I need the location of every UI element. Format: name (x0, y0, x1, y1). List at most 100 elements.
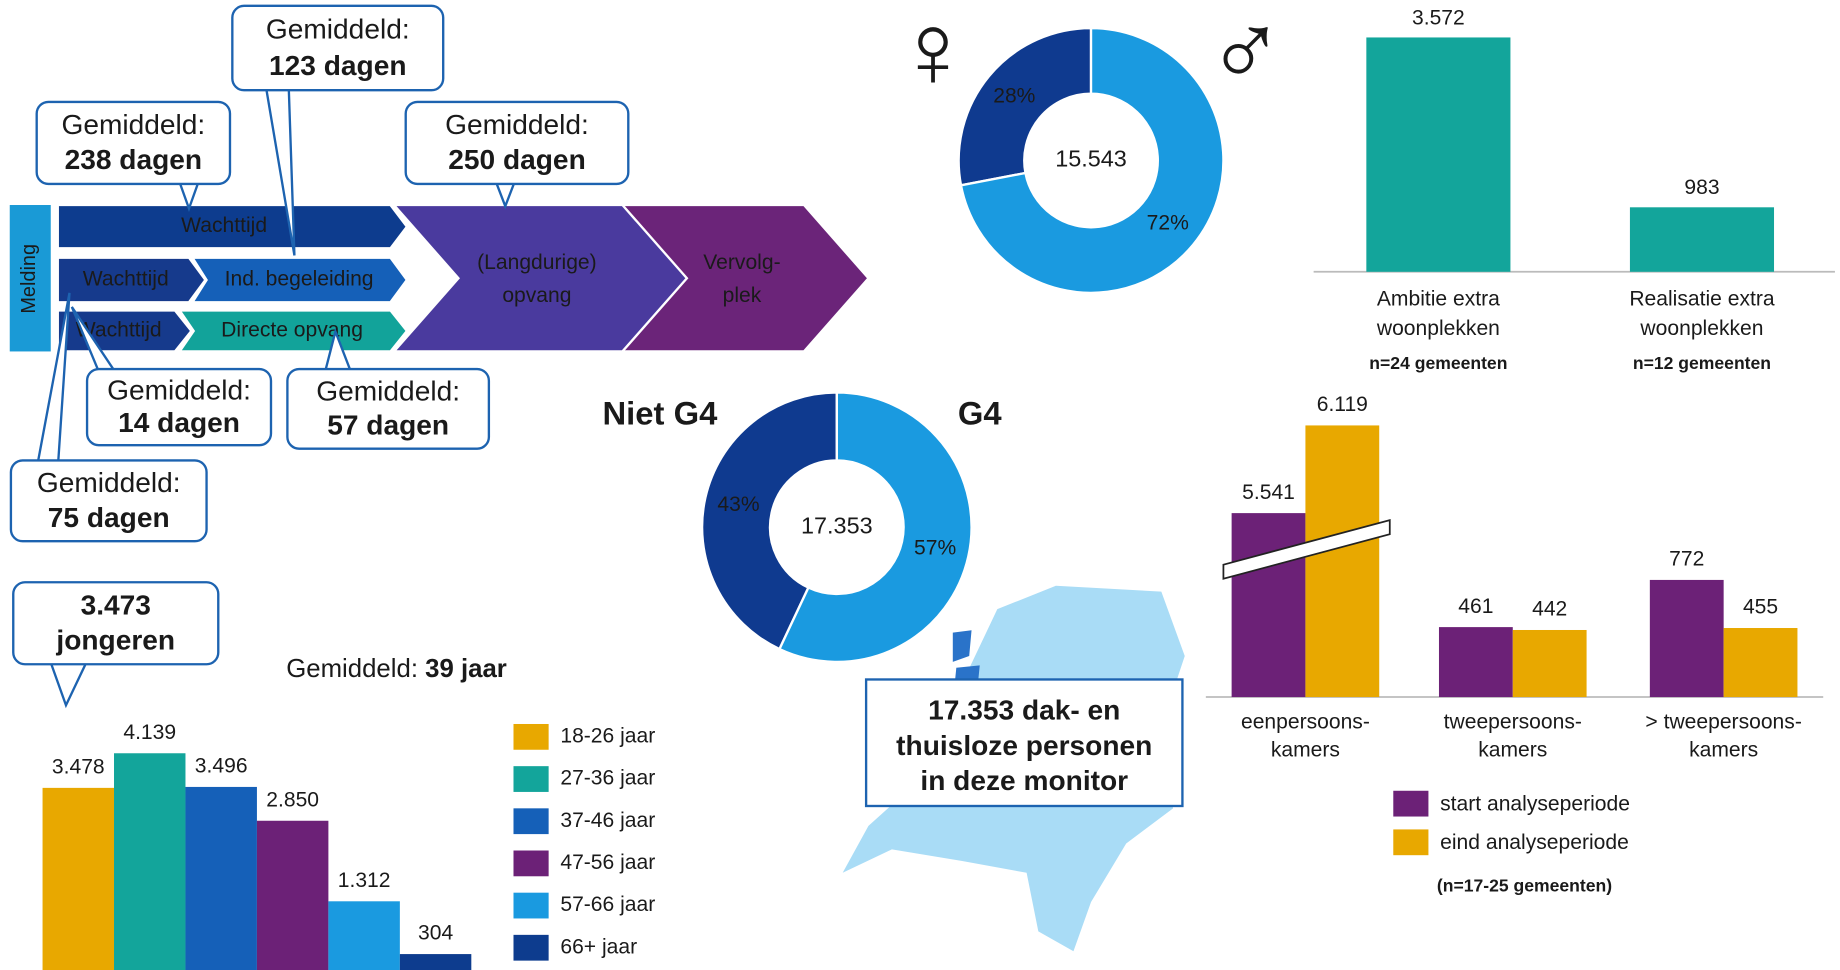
bar (1305, 425, 1380, 698)
donut-slice (959, 26, 1225, 295)
donut-slice (700, 391, 838, 651)
category-label: eenpersoons- (1241, 710, 1370, 733)
slice-label: 72% (1147, 212, 1189, 235)
donut-total: 15.543 (1055, 146, 1127, 172)
bar (1629, 207, 1775, 272)
map-caption: thuisloze personen (896, 730, 1152, 761)
legend-label: eind analyseperiode (1440, 831, 1629, 854)
map-caption-box (864, 678, 1184, 808)
callout-line: Gemiddeld: (61, 109, 205, 140)
legend-swatch (513, 723, 549, 750)
slice-label: 43% (717, 493, 759, 516)
callout-value: jongeren (55, 625, 175, 656)
slice-label: 57% (914, 537, 956, 560)
process-step-label: Wachttijd (83, 268, 169, 291)
bar (1649, 579, 1724, 698)
legend-swatch (513, 808, 549, 835)
legend-label: 18-26 jaar (560, 724, 655, 747)
category-label: ♀ (893, 0, 972, 109)
callout-value: 14 dagen (118, 407, 240, 438)
callout-box (85, 367, 273, 447)
value-label: 442 (1532, 598, 1567, 621)
category-label: ♂ (1206, 0, 1285, 109)
category-label: kamers (1689, 738, 1758, 761)
category-label: > tweepersoons- (1645, 710, 1801, 733)
value-label: 5.541 (1242, 481, 1295, 504)
opvang-label: (Langdurige) (477, 251, 597, 274)
value-label: 455 (1743, 596, 1778, 619)
callout-value: 57 dagen (327, 410, 449, 441)
bar (1366, 37, 1511, 272)
legend-label: 37-46 jaar (560, 809, 655, 832)
value-label: 2.850 (266, 788, 319, 811)
legend-label: 27-36 jaar (560, 767, 655, 790)
value-label: 6.119 (1317, 393, 1368, 416)
category-label: Niet G4 (603, 395, 719, 432)
note: (n=17-25 gemeenten) (1437, 875, 1612, 895)
process-step-label: Ind. begeleiding (225, 268, 374, 291)
donut-slice (957, 26, 1093, 187)
melding-box (9, 205, 51, 352)
callout-box (35, 100, 232, 186)
value-label: 772 (1669, 548, 1704, 571)
vervolg-label: plek (723, 284, 762, 307)
value-label: 461 (1458, 595, 1493, 618)
callout-value: 123 dagen (269, 50, 407, 81)
donut-slice (777, 391, 973, 664)
annotation-label: Gemiddeld: (286, 655, 418, 683)
callout-line: Gemiddeld: (316, 375, 460, 406)
value-label: 3.478 (52, 756, 105, 779)
axis-break (1222, 519, 1391, 580)
opvang-arrow (391, 203, 689, 353)
callout-line: Gemiddeld: (107, 374, 251, 405)
bar (42, 787, 115, 970)
value-label: 983 (1684, 176, 1719, 199)
category-label: kamers (1271, 738, 1340, 761)
legend-label: 47-56 jaar (560, 851, 655, 874)
value-label: 3.572 (1412, 6, 1465, 29)
bar (1438, 627, 1513, 698)
bar (399, 954, 472, 970)
legend-label: 57-66 jaar (560, 893, 655, 916)
legend-swatch (513, 850, 549, 877)
value-label: 3.496 (195, 755, 248, 778)
legend-label: 66+ jaar (560, 935, 637, 958)
melding-label: Melding (18, 244, 40, 314)
bar (1231, 513, 1306, 698)
bar (185, 786, 257, 970)
map-caption: 17.353 dak- en (928, 695, 1120, 726)
callout-value: 75 dagen (48, 502, 170, 533)
process-step-label: Wachttijd (76, 319, 162, 342)
category-label: woonplekken (1639, 317, 1763, 340)
callout-box (9, 459, 208, 543)
process-step-label: Directe opvang (221, 319, 363, 342)
callout-box (404, 100, 630, 186)
legend-swatch (1393, 829, 1429, 856)
legend-swatch (1393, 790, 1429, 817)
callout-line: 3.473 (81, 589, 151, 620)
note: n=12 gemeenten (1633, 353, 1771, 373)
bar (256, 820, 329, 970)
legend-swatch (513, 934, 549, 961)
callout-line: Gemiddeld: (37, 467, 181, 498)
bar (1512, 629, 1587, 698)
note: n=24 gemeenten (1369, 353, 1507, 373)
donut-total: 17.353 (801, 512, 873, 538)
process-step (56, 203, 409, 250)
opvang-label: opvang (502, 284, 571, 307)
legend-swatch (513, 892, 549, 919)
process-step (56, 256, 207, 304)
process-step (177, 309, 409, 353)
bar (328, 901, 400, 970)
value-label: 1.312 (338, 869, 391, 892)
category-label: Ambitie extra (1377, 287, 1500, 310)
bar (114, 753, 186, 970)
callout-box (286, 367, 491, 450)
category-label: Realisatie extra (1629, 287, 1775, 310)
slice-label: 28% (993, 85, 1035, 108)
value-label: 304 (418, 922, 453, 945)
category-label: kamers (1478, 738, 1547, 761)
category-label: woonplekken (1376, 317, 1500, 340)
process-step (190, 256, 409, 304)
category-label: G4 (958, 395, 1003, 432)
